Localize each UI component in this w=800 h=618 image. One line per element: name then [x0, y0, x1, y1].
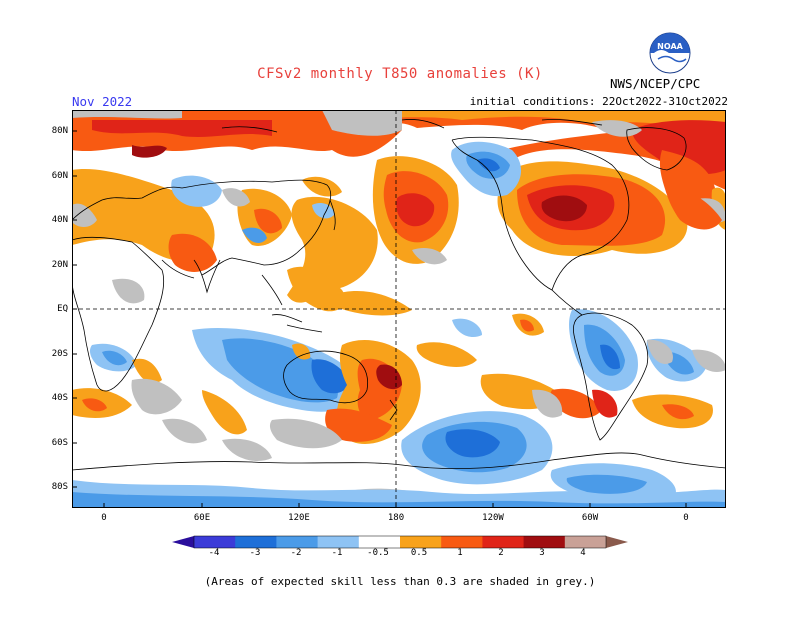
lon-label: 0	[683, 513, 689, 523]
colorbar-min-arrow	[172, 536, 194, 548]
forecast-month: Nov 2022	[72, 94, 133, 109]
svg-text:NOAA: NOAA	[657, 42, 683, 51]
colorbar-label: 0.5	[410, 548, 428, 558]
colorbar-cell	[358, 536, 401, 548]
lon-label: 0	[101, 513, 107, 523]
lat-label: 20N	[51, 260, 68, 270]
colorbar-label: 1	[457, 548, 463, 558]
lat-label: 80S	[51, 482, 68, 492]
lon-label: 60W	[581, 513, 599, 523]
colorbar-cell	[523, 536, 566, 548]
lat-label: 80N	[51, 126, 68, 136]
colorbar-label: -2	[290, 548, 302, 558]
footnote: (Areas of expected skill less than 0.3 a…	[204, 575, 596, 588]
lat-label: 60N	[51, 171, 68, 181]
colorbar-max-arrow	[606, 536, 628, 548]
colorbar-cell	[482, 536, 525, 548]
colorbar-label: -1	[331, 548, 343, 558]
lon-label: 120E	[288, 513, 310, 523]
colorbar-label: -0.5	[367, 548, 389, 558]
anomaly-map	[72, 110, 726, 508]
colorbar-label: -4	[208, 548, 220, 558]
colorbar-cell	[400, 536, 442, 548]
lon-label: 180	[387, 513, 405, 523]
colorbar-cell	[194, 536, 236, 548]
colorbar-label: -3	[249, 548, 261, 558]
colorbar	[172, 535, 628, 549]
colorbar-cell	[441, 536, 483, 548]
colorbar-cell	[564, 536, 607, 548]
lat-label: 40S	[51, 393, 68, 403]
lat-label: 20S	[51, 349, 68, 359]
initial-conditions: initial conditions: 22Oct2022-31Oct2022	[469, 95, 728, 108]
lon-label: 120W	[482, 513, 504, 523]
map-title: CFSv2 monthly T850 anomalies (K)	[257, 66, 543, 82]
agency-label: NWS/NCEP/CPC	[610, 76, 701, 91]
colorbar-label: 4	[580, 548, 586, 558]
colorbar-label: 3	[539, 548, 545, 558]
noaa-logo: NOAA	[649, 32, 691, 74]
lon-label: 60E	[193, 513, 211, 523]
lat-label: EQ	[57, 304, 68, 314]
lat-label: 60S	[51, 438, 68, 448]
colorbar-cell	[317, 536, 360, 548]
colorbar-cell	[235, 536, 277, 548]
lat-label: 40N	[51, 215, 68, 225]
colorbar-label: 2	[498, 548, 504, 558]
colorbar-cell	[276, 536, 319, 548]
